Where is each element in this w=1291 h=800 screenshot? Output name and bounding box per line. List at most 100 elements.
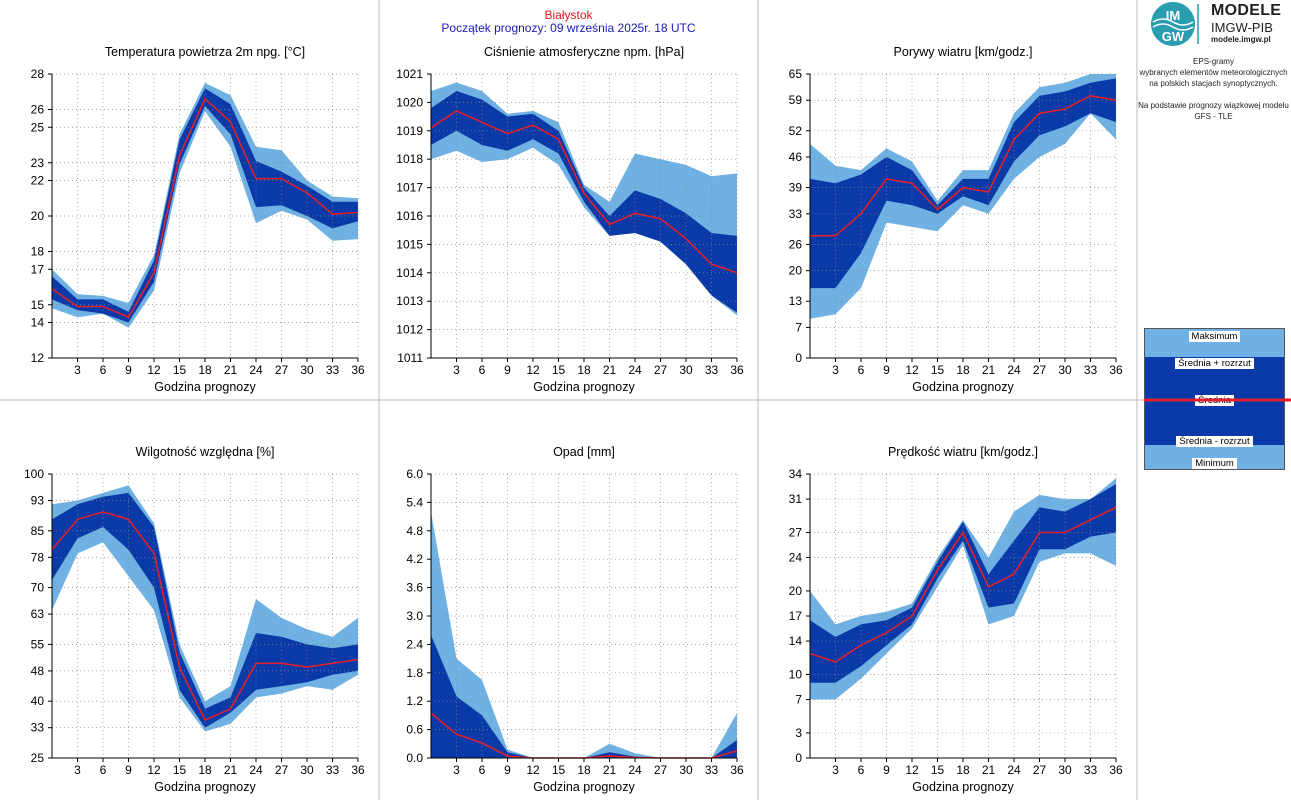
y-tick-label: 31 [789, 492, 803, 506]
y-tick-label: 1.8 [406, 666, 423, 680]
x-tick-label: 18 [577, 363, 591, 377]
x-tick-label: 9 [504, 363, 511, 377]
y-tick-label: 17 [789, 609, 803, 623]
y-tick-label: 33 [31, 721, 45, 735]
x-tick-label: 12 [526, 363, 540, 377]
logo-url: modele.imgw.pl [1211, 35, 1271, 44]
y-tick-label: 13 [789, 294, 803, 308]
x-tick-label: 21 [224, 763, 238, 777]
x-tick-label: 33 [326, 363, 340, 377]
x-tick-label: 30 [679, 763, 693, 777]
x-tick-label: 24 [628, 363, 642, 377]
x-tick-label: 3 [74, 363, 81, 377]
x-tick-label: 21 [603, 763, 617, 777]
y-tick-label: 4.2 [406, 552, 423, 566]
x-tick-label: 27 [1033, 363, 1047, 377]
y-tick-label: 1.2 [406, 694, 423, 708]
y-tick-label: 10 [789, 667, 803, 681]
y-tick-label: 1019 [396, 124, 423, 138]
x-tick-label: 9 [125, 363, 132, 377]
x-tick-label: 6 [858, 763, 865, 777]
y-tick-label: 59 [789, 93, 803, 107]
y-tick-label: 24 [789, 551, 803, 565]
x-tick-label: 15 [173, 763, 187, 777]
x-tick-label: 18 [198, 763, 212, 777]
x-tick-label: 33 [1084, 363, 1098, 377]
mean-line [809, 506, 1117, 663]
y-tick-label: 0 [795, 351, 802, 365]
y-tick-label: 48 [31, 664, 45, 678]
x-axis-label: Godzina prognozy [533, 380, 635, 394]
y-tick-label: 25 [31, 751, 45, 765]
y-tick-label: 14 [31, 316, 45, 330]
x-tick-label: 24 [1007, 763, 1021, 777]
x-tick-label: 18 [956, 763, 970, 777]
y-tick-label: 1018 [396, 152, 423, 166]
y-tick-label: 7 [795, 320, 802, 334]
band-spread [431, 634, 737, 758]
x-tick-label: 24 [1007, 363, 1021, 377]
x-axis-label: Godzina prognozy [154, 380, 256, 394]
imgw-badge-icon: IM GW [1151, 2, 1199, 46]
y-tick-label: 12 [31, 351, 45, 365]
badge-text-top: IM [1166, 8, 1180, 23]
legend-upper: Średnia + rozrzut [1145, 358, 1284, 369]
x-tick-label: 15 [552, 363, 566, 377]
x-tick-label: 15 [931, 763, 945, 777]
y-tick-label: 3 [795, 726, 802, 740]
y-tick-label: 7 [795, 693, 802, 707]
chart-title: Wilgotność względna [%] [135, 445, 275, 459]
y-tick-label: 3.6 [406, 581, 423, 595]
x-tick-label: 15 [931, 363, 945, 377]
x-tick-label: 6 [100, 763, 107, 777]
mean-line [51, 97, 359, 319]
info-line-3: na polskich stacjach synoptycznych. [1149, 79, 1278, 88]
y-tick-label: 26 [789, 237, 803, 251]
imgw-logo: IM GW MODELE IMGW-PIB modele.imgw.pl [1143, 0, 1291, 48]
y-tick-label: 28 [31, 67, 45, 81]
y-tick-label: 20 [789, 584, 803, 598]
x-tick-label: 15 [173, 363, 187, 377]
info-line-1: EPS-gramy [1193, 57, 1234, 66]
chart-title: Ciśnienie atmosferyczne npm. [hPa] [483, 45, 685, 59]
x-tick-label: 3 [832, 763, 839, 777]
x-tick-label: 30 [679, 363, 693, 377]
y-tick-label: 0.6 [406, 723, 423, 737]
y-tick-label: 78 [31, 550, 45, 564]
mean-line [51, 511, 359, 722]
x-tick-label: 18 [577, 763, 591, 777]
y-tick-label: 5.4 [406, 495, 423, 509]
x-tick-label: 27 [654, 363, 668, 377]
band-spread [52, 88, 358, 323]
x-tick-label: 6 [479, 363, 486, 377]
x-tick-label: 9 [883, 763, 890, 777]
x-tick-label: 27 [654, 763, 668, 777]
forecast-start: Początek prognozy: 09 września 2025r. 18… [441, 21, 696, 35]
y-tick-label: 20 [31, 209, 45, 223]
chart-title: Porywy wiatru [km/godz.] [893, 45, 1033, 59]
legend-max: Maksimum [1145, 331, 1284, 342]
mean-line [430, 109, 738, 274]
info-line-5: GFS - TLE [1194, 112, 1233, 121]
x-tick-label: 36 [1109, 363, 1123, 377]
y-tick-label: 2.4 [406, 637, 423, 651]
x-tick-label: 21 [982, 363, 996, 377]
x-tick-label: 21 [224, 363, 238, 377]
x-tick-label: 24 [249, 763, 263, 777]
y-tick-label: 100 [24, 467, 44, 481]
x-tick-label: 18 [956, 363, 970, 377]
x-tick-label: 24 [249, 363, 263, 377]
chart-title: Opad [mm] [553, 445, 615, 459]
chart-pressure: 1011 1012 1013 1014 1015 1016 1017 1018 1019 1020… [396, 67, 744, 377]
y-tick-label: 18 [31, 245, 45, 259]
x-tick-label: 12 [147, 763, 161, 777]
info-line-2: wybranych elementów meteorologicznych [1139, 68, 1288, 77]
y-tick-label: 25 [31, 120, 45, 134]
band-spread [52, 492, 358, 728]
grid [52, 473, 359, 759]
x-tick-label: 3 [74, 763, 81, 777]
y-tick-label: 1017 [396, 181, 423, 195]
legend-mean-line [1144, 398, 1291, 402]
x-tick-label: 33 [1084, 763, 1098, 777]
x-tick-label: 36 [730, 363, 744, 377]
